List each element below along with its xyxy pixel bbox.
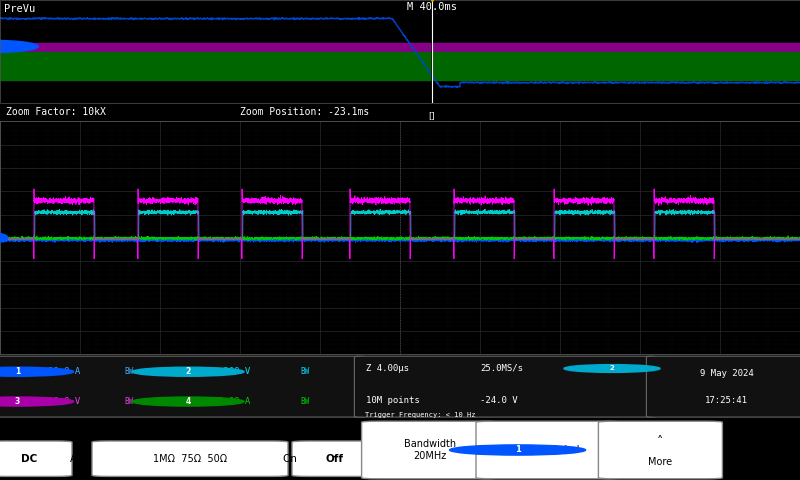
FancyBboxPatch shape: [92, 441, 288, 476]
Text: 17:25:41: 17:25:41: [705, 396, 748, 406]
Text: Zoom Factor: 10kX: Zoom Factor: 10kX: [6, 108, 106, 117]
Circle shape: [0, 40, 38, 53]
Circle shape: [0, 397, 74, 406]
Text: 3: 3: [15, 397, 20, 406]
Text: Coupling: Coupling: [23, 422, 66, 432]
Text: Label: Label: [553, 445, 580, 455]
Text: 2: 2: [186, 367, 190, 376]
FancyBboxPatch shape: [0, 441, 72, 476]
Text: BW: BW: [124, 397, 134, 406]
Text: 2: 2: [610, 365, 614, 372]
Text: -24.0 V: -24.0 V: [480, 396, 518, 406]
Text: Z 4.00μs: Z 4.00μs: [366, 364, 410, 373]
Text: DC: DC: [22, 454, 38, 464]
Circle shape: [132, 367, 244, 376]
Text: 10M points: 10M points: [366, 396, 420, 406]
Text: 10.0 V: 10.0 V: [48, 397, 80, 406]
Text: M 40.0ms: M 40.0ms: [407, 2, 457, 12]
Text: Bandwidth
20MHz: Bandwidth 20MHz: [403, 439, 456, 461]
Text: PreVu: PreVu: [4, 4, 35, 14]
FancyBboxPatch shape: [476, 421, 620, 479]
Text: ↓200 V: ↓200 V: [218, 367, 250, 376]
Text: On: On: [282, 454, 297, 464]
Text: 20.0 A: 20.0 A: [48, 367, 80, 376]
Circle shape: [132, 397, 244, 406]
Text: AC: AC: [70, 454, 85, 464]
Text: []: []: [429, 111, 435, 120]
Text: 1MΩ  75Ω  50Ω: 1MΩ 75Ω 50Ω: [153, 454, 226, 464]
Text: Off: Off: [326, 454, 343, 464]
Text: BW: BW: [124, 367, 134, 376]
Text: 1: 1: [15, 367, 20, 376]
Text: ˄: ˄: [657, 434, 663, 447]
Text: Invert: Invert: [302, 422, 330, 432]
Circle shape: [0, 367, 74, 376]
Circle shape: [0, 233, 8, 243]
Text: ↘: ↘: [632, 363, 640, 373]
Text: 9 May 2024: 9 May 2024: [699, 369, 754, 378]
FancyBboxPatch shape: [0, 356, 366, 417]
Bar: [0, 43, 800, 67]
Text: 1: 1: [514, 445, 521, 455]
Text: Zoom Position: -23.1ms: Zoom Position: -23.1ms: [240, 108, 370, 117]
Circle shape: [450, 445, 586, 455]
Text: Termination: Termination: [163, 422, 221, 432]
Text: 4: 4: [186, 397, 190, 406]
Text: More: More: [648, 457, 672, 467]
Text: BW: BW: [300, 397, 310, 406]
FancyBboxPatch shape: [362, 421, 498, 479]
Text: BW: BW: [300, 367, 310, 376]
Text: Trigger Frequency: < 10 Hz: Trigger Frequency: < 10 Hz: [365, 412, 475, 418]
Text: 25.0MS/s: 25.0MS/s: [480, 364, 523, 373]
FancyBboxPatch shape: [646, 356, 800, 417]
Circle shape: [564, 365, 660, 372]
FancyBboxPatch shape: [292, 441, 376, 476]
FancyBboxPatch shape: [354, 356, 657, 417]
Bar: [0, 51, 800, 81]
Text: 5.00 A: 5.00 A: [218, 397, 250, 406]
FancyBboxPatch shape: [598, 421, 722, 479]
